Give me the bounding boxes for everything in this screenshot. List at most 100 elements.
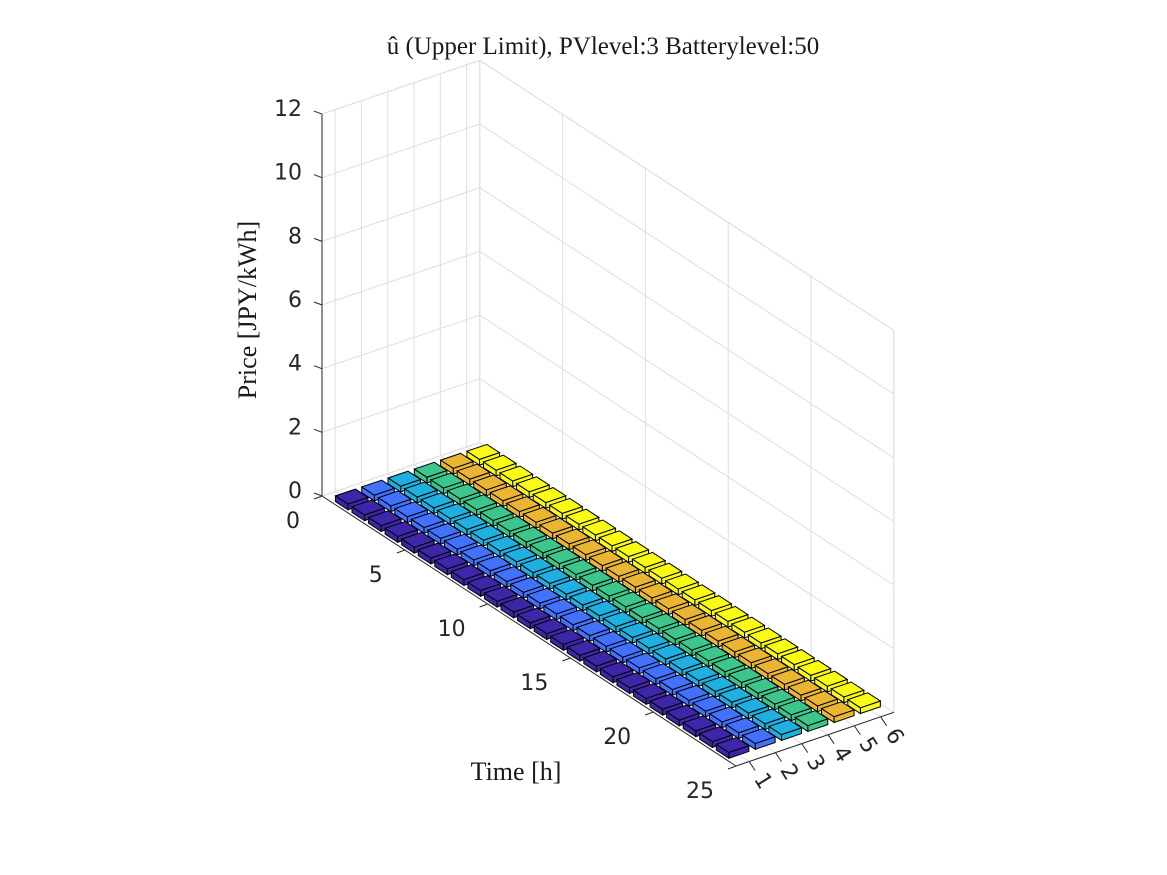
bar-face-top <box>367 510 403 527</box>
bar-face-top <box>429 472 465 489</box>
y-tick <box>313 495 323 500</box>
bar-face-top <box>820 701 856 718</box>
bar-cell <box>462 494 498 517</box>
bar-face-top <box>661 623 697 640</box>
bar-face-top <box>493 566 528 583</box>
bar-face-top <box>715 736 751 754</box>
gridline-back-z <box>479 187 895 459</box>
bar-cell <box>529 537 564 560</box>
bar-face-top <box>744 677 780 694</box>
bar-face-top <box>681 584 716 601</box>
bar-cell <box>502 546 538 569</box>
bar-cell <box>493 566 528 589</box>
gridline-back-z <box>479 314 895 586</box>
y-tick-label: 15 <box>520 671 548 696</box>
bar-face-top <box>426 522 462 539</box>
y-tick <box>396 549 405 554</box>
bar-face-top <box>654 593 690 610</box>
bar-face-top <box>360 479 396 496</box>
bar-cell <box>654 593 690 616</box>
bar-cell <box>443 533 479 556</box>
gridline-floor-y <box>321 441 480 497</box>
bar-face-top <box>413 461 449 478</box>
z-tick <box>313 110 323 115</box>
bar-face-top <box>519 557 555 574</box>
bar-face-top <box>830 681 865 698</box>
bar-cell <box>651 643 687 666</box>
bar-cell <box>538 517 574 540</box>
y-axis-line <box>321 495 737 767</box>
bar-face-top <box>611 591 647 608</box>
x-tick-label: 1 <box>748 769 777 794</box>
bar-face-top <box>443 533 479 550</box>
x-tick-label: 6 <box>880 724 909 749</box>
bar-face-top <box>459 544 495 561</box>
bar-face-top <box>645 612 680 630</box>
y-tick <box>727 765 737 770</box>
bar-face-top <box>489 485 525 502</box>
bar-face-top <box>628 602 664 619</box>
bar-face-top <box>529 537 564 554</box>
bar-cell <box>704 625 740 648</box>
bar-cell <box>602 611 638 634</box>
bar-face-top <box>691 695 727 712</box>
bar-face-top <box>777 699 813 716</box>
bar-face-top <box>635 632 671 649</box>
bar-face-top <box>760 688 796 705</box>
x-tick-label: 2 <box>775 760 804 785</box>
bar-face-top <box>721 636 756 653</box>
bar-face-top <box>642 663 677 680</box>
bar-cell <box>575 620 611 643</box>
bar-face-top <box>730 616 766 633</box>
bar-face-top <box>403 481 439 498</box>
bar-face-top <box>532 487 567 504</box>
bar-cell <box>678 634 713 657</box>
bar-face-top <box>585 600 621 617</box>
bar-cell <box>675 684 711 708</box>
bar-face-top <box>535 567 571 584</box>
bar-face-top <box>595 580 631 597</box>
bar-face-top <box>727 666 763 684</box>
chart-title: û (Upper Limit), PVlevel:3 Batterylevel:… <box>387 33 820 60</box>
bar-face-top <box>417 542 452 559</box>
gridline-side-z <box>321 123 480 179</box>
bar-face-top <box>599 661 635 678</box>
y-tick-label: 25 <box>686 779 714 804</box>
bar-face-top <box>439 452 475 469</box>
z-tick-label: 10 <box>274 161 302 186</box>
bar-face-top <box>515 476 551 493</box>
z-tick-label: 8 <box>288 224 302 249</box>
bar-face-top <box>658 674 694 691</box>
bar-face-top <box>393 501 429 518</box>
bar-face-top <box>516 607 552 624</box>
bar-face-top <box>621 571 657 588</box>
x-tick-label: 4 <box>827 742 856 767</box>
bar-face-top <box>456 463 491 480</box>
bar-face-top <box>386 470 422 487</box>
bar-face-top <box>687 614 723 631</box>
y-tick-label: 0 <box>286 509 300 534</box>
bar-face-top <box>718 686 753 703</box>
bar-face-top <box>334 488 370 505</box>
bar-face-top <box>538 517 574 534</box>
gridline-back-z <box>479 378 895 650</box>
bar-face-top <box>714 605 750 622</box>
bar-face-top <box>787 679 823 696</box>
bar-face-top <box>796 659 832 676</box>
bar-face-top <box>548 497 584 514</box>
z-axis-label: Price [JPY/kWh] <box>233 221 262 399</box>
z-tick <box>313 237 323 242</box>
bar-face-top <box>581 519 617 536</box>
z-tick <box>313 301 323 306</box>
z-tick-label: 6 <box>288 288 302 313</box>
bar-face-top <box>486 535 522 552</box>
x-tick <box>775 752 782 762</box>
bar-face-top <box>462 494 498 511</box>
bar-face-top <box>651 643 687 660</box>
bar-face-top <box>495 515 531 532</box>
y-tick <box>479 603 488 608</box>
bar-face-top <box>751 708 787 725</box>
bar-face-top <box>698 726 734 743</box>
x-axis-line <box>735 711 894 767</box>
